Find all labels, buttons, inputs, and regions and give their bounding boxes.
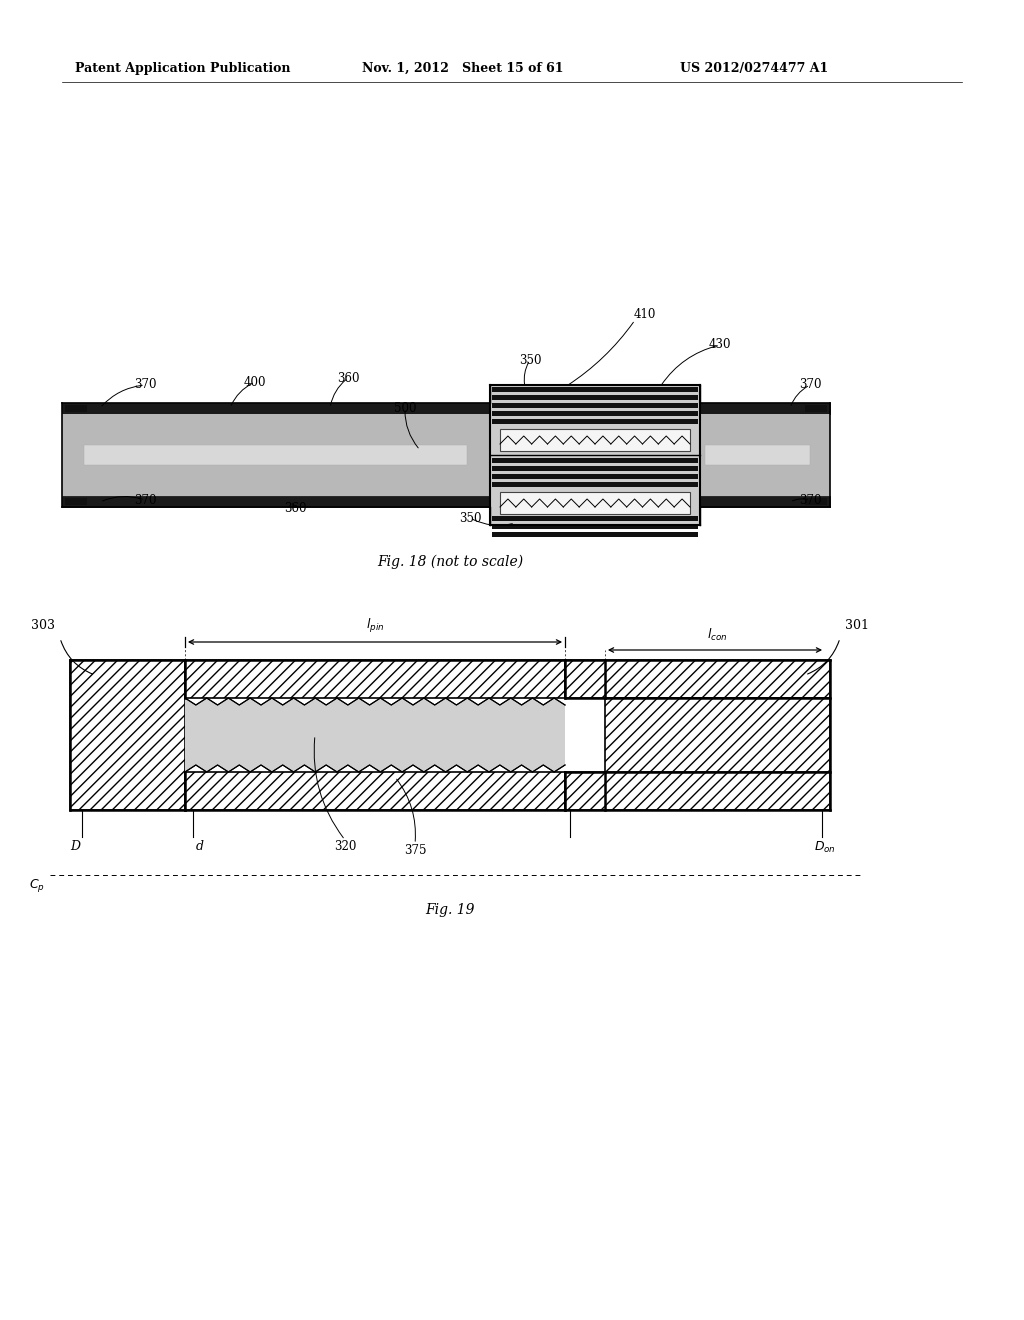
Text: d: d [196,840,204,853]
Bar [705,445,810,465]
Text: $D_{on}$: $D_{on}$ [814,840,836,855]
Text: 410: 410 [634,309,656,322]
Bar [565,660,830,698]
Bar [492,458,698,463]
Bar [500,429,690,451]
Bar [492,474,698,479]
Text: 500: 500 [394,401,416,414]
Bar [492,524,698,529]
Bar [70,660,185,810]
Bar [492,395,698,400]
Text: 430: 430 [709,338,731,351]
Bar [185,772,565,810]
Text: 303: 303 [31,619,55,632]
Text: Nov. 1, 2012   Sheet 15 of 61: Nov. 1, 2012 Sheet 15 of 61 [362,62,563,75]
Text: 350: 350 [459,511,481,524]
Text: Fig. 19: Fig. 19 [425,903,475,917]
Text: 360: 360 [284,502,306,515]
Bar [492,466,698,471]
Bar [62,414,490,496]
Text: $l_{con}$: $l_{con}$ [708,627,728,643]
Bar [805,405,827,412]
Bar [492,418,698,424]
Bar [700,496,830,507]
Bar [492,403,698,408]
Text: 370: 370 [134,494,157,507]
Text: 370: 370 [799,379,821,392]
Bar [492,411,698,416]
Text: 400: 400 [244,375,266,388]
Bar [605,698,830,772]
Text: 320: 320 [334,840,356,853]
Text: $C_p$: $C_p$ [29,876,45,894]
Text: Fig. 18 (not to scale): Fig. 18 (not to scale) [377,554,523,569]
Bar [185,660,565,698]
Text: D: D [70,840,80,853]
Bar [565,772,830,810]
Bar [490,385,700,525]
Text: US 2012/0274477 A1: US 2012/0274477 A1 [680,62,828,75]
Bar [65,405,87,412]
Polygon shape [185,698,565,772]
Bar [700,403,830,414]
Bar [805,498,827,506]
Text: 375: 375 [403,843,426,857]
Text: Patent Application Publication: Patent Application Publication [75,62,291,75]
Bar [84,445,467,465]
Text: 370: 370 [799,494,821,507]
Text: 370: 370 [134,379,157,392]
Bar [62,403,490,414]
Bar [500,492,690,513]
Text: 301: 301 [845,619,869,632]
Text: 350: 350 [519,354,542,367]
Text: $l_{pin}$: $l_{pin}$ [366,616,384,635]
Bar [65,498,87,506]
Bar [492,516,698,521]
Bar [492,387,698,392]
Text: 360: 360 [337,371,359,384]
Bar [492,482,698,487]
Bar [700,414,830,496]
Bar [492,532,698,537]
Bar [62,496,490,507]
